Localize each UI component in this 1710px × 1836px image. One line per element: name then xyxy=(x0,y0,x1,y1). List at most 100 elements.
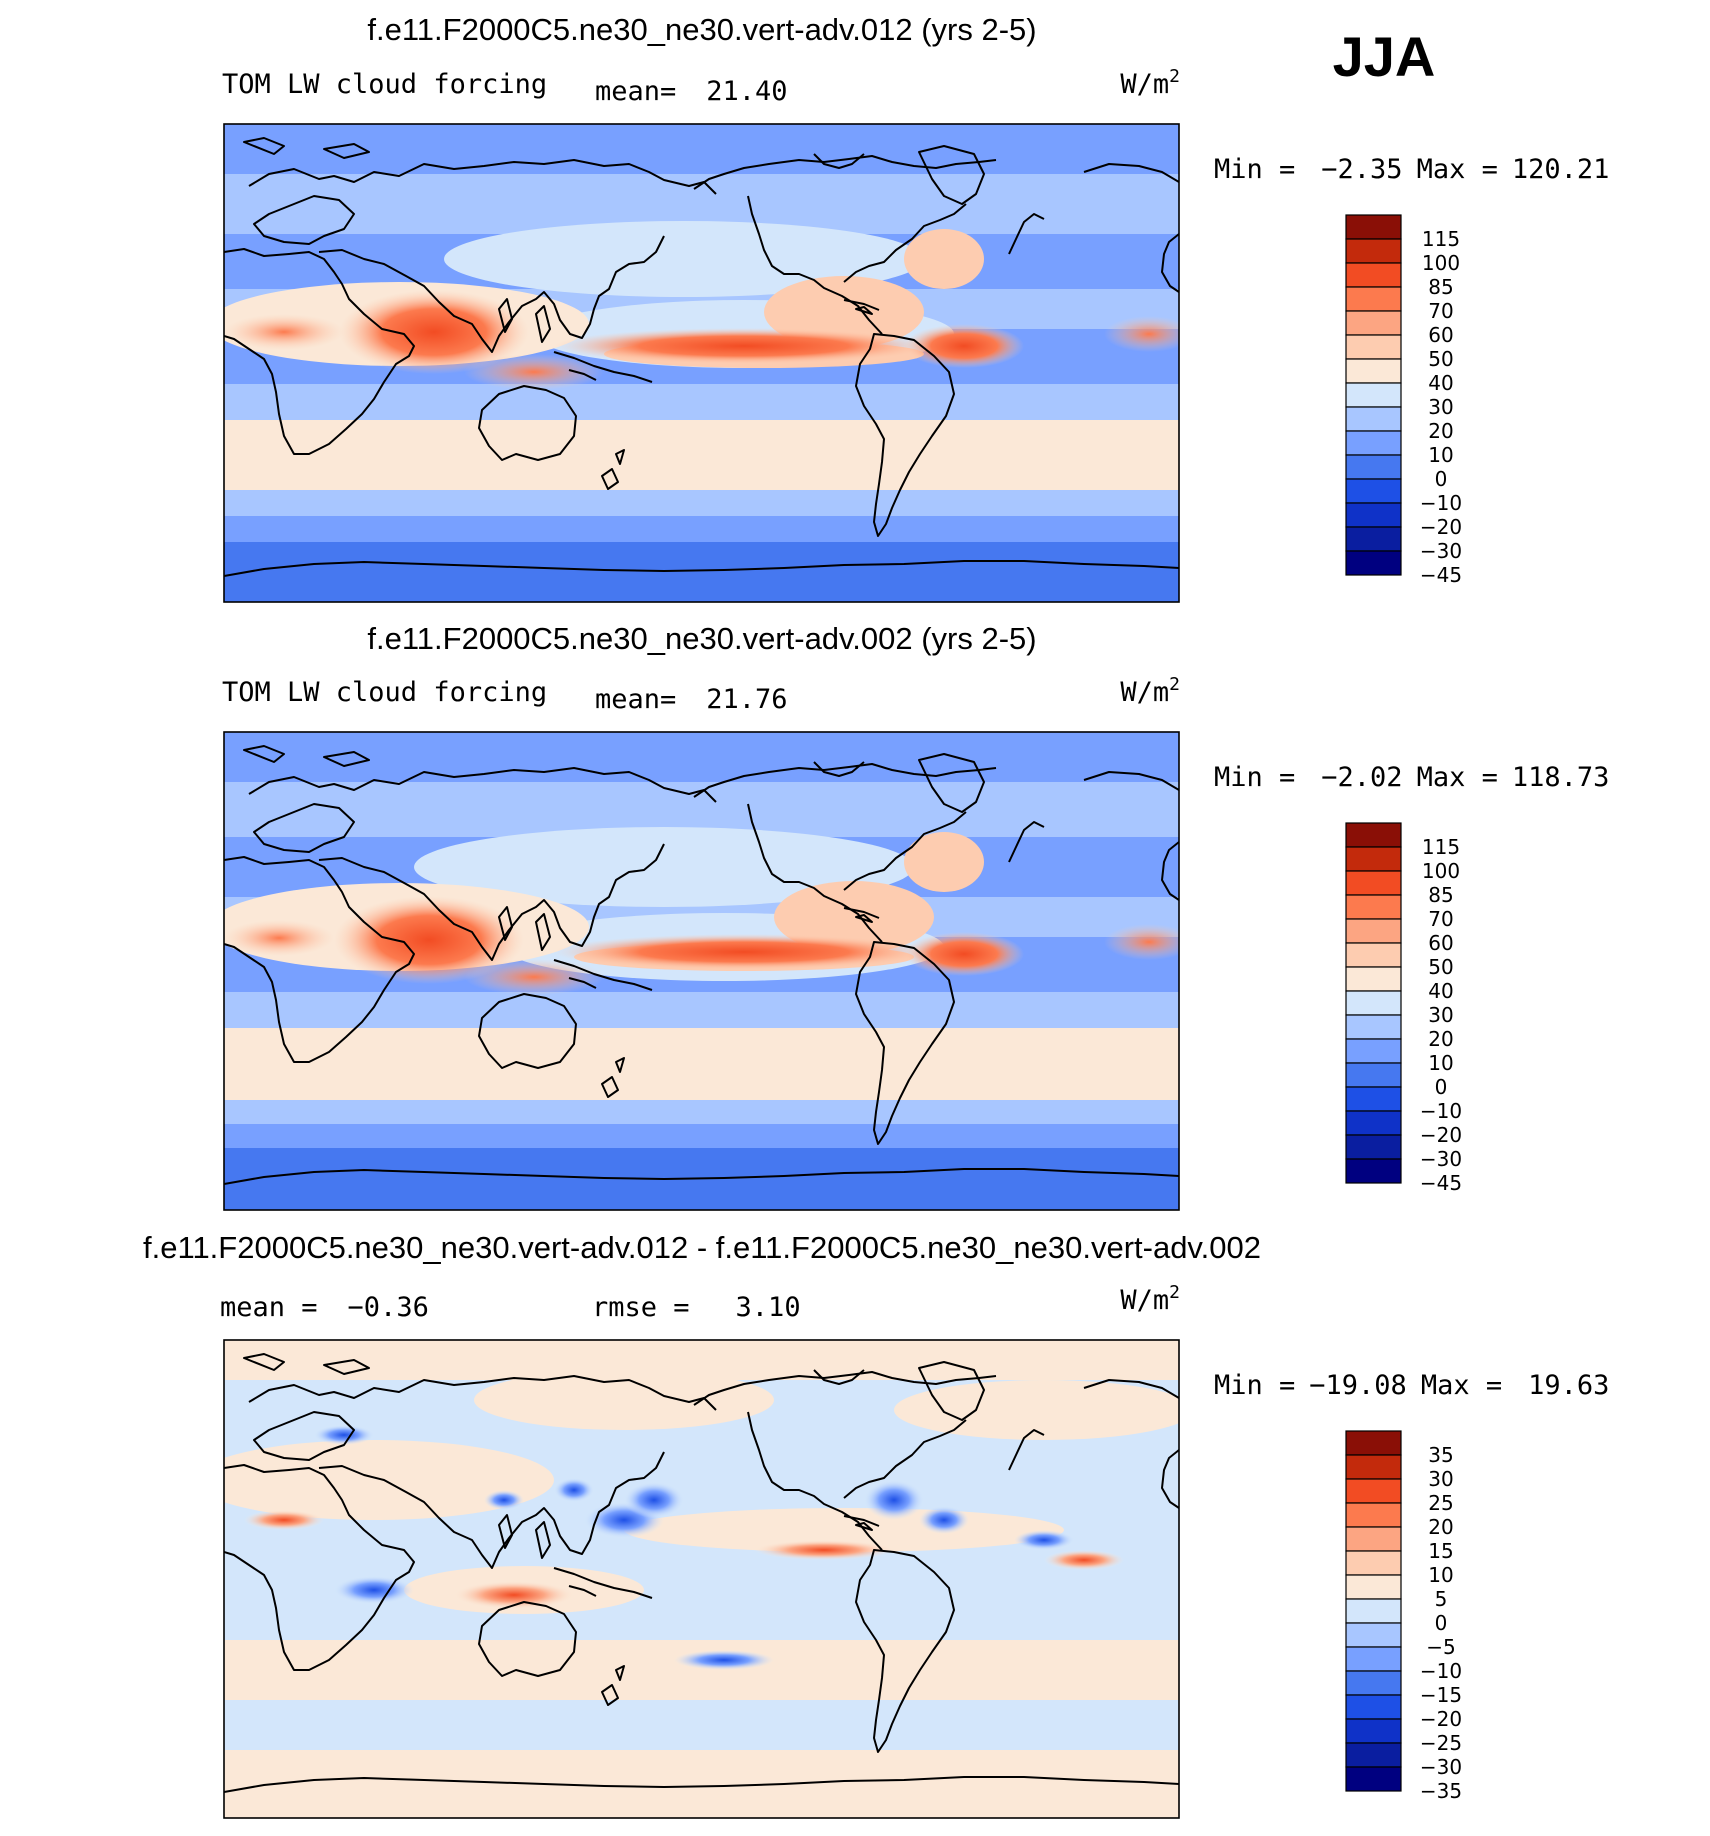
colorbar-tick-label: 20 xyxy=(1428,1515,1453,1539)
panel-2-stat1-label: mean= xyxy=(595,684,676,715)
panel-2-map xyxy=(223,731,1180,1211)
panel-1-stat1-value: 21.40 xyxy=(706,76,787,107)
colorbar-swatch xyxy=(1345,286,1402,312)
colorbar-tick-label: −20 xyxy=(1420,515,1462,539)
colorbar-tick-label: 40 xyxy=(1428,979,1453,1003)
panel-1-min-label: Min = xyxy=(1214,154,1295,185)
colorbar-swatch xyxy=(1345,262,1402,288)
colorbar-swatch xyxy=(1345,478,1402,504)
colorbar-tick-label: 115 xyxy=(1422,227,1460,251)
colorbar-tick-label: 0 xyxy=(1435,1075,1448,1099)
colorbar-tick-label: 25 xyxy=(1428,1491,1453,1515)
colorbar-swatch xyxy=(1345,1622,1402,1648)
panel-2: f.e11.F2000C5.ne30_ne30.vert-adv.002 (yr… xyxy=(222,621,1609,1211)
colorbar-tick-label: 60 xyxy=(1428,931,1453,955)
panel-3-max-label: Max = xyxy=(1421,1370,1502,1401)
colorbar-tick-label: −25 xyxy=(1420,1731,1462,1755)
panel-2-stat1-value: 21.76 xyxy=(706,684,787,715)
panel-3-stat1: mean = −0.36 xyxy=(220,1292,429,1323)
colorbar-swatch xyxy=(1345,1430,1402,1456)
colorbar-tick-label: 50 xyxy=(1428,955,1453,979)
panel-1-minmax: Min = −2.35 Max = 120.21 xyxy=(1214,154,1609,185)
colorbar-tick-label: −15 xyxy=(1420,1683,1462,1707)
colorbar-swatch xyxy=(1345,1670,1402,1696)
panel-2-units-base: W/m xyxy=(1120,677,1169,708)
colorbar-swatch xyxy=(1345,1646,1402,1672)
panel-1-min-value: −2.35 xyxy=(1321,154,1402,185)
colorbar-swatch xyxy=(1345,334,1402,360)
colorbar-tick-label: 10 xyxy=(1428,1051,1453,1075)
colorbar-swatch xyxy=(1345,526,1402,552)
colorbar-swatch xyxy=(1345,942,1402,968)
colorbar-swatch xyxy=(1345,550,1402,576)
colorbar-swatch xyxy=(1345,1454,1402,1480)
panel-3-stat1-value: −0.36 xyxy=(348,1292,429,1323)
colorbar-swatch xyxy=(1345,1086,1402,1112)
colorbar-tick-label: 10 xyxy=(1428,443,1453,467)
panel-1-max-value: 120.21 xyxy=(1512,154,1610,185)
colorbar-tick-label: 0 xyxy=(1435,467,1448,491)
colorbar-swatch xyxy=(1345,1742,1402,1768)
colorbar-tick-label: 85 xyxy=(1428,883,1453,907)
panel-1-stat1-label: mean= xyxy=(595,76,676,107)
panel-2-title: f.e11.F2000C5.ne30_ne30.vert-adv.002 (yr… xyxy=(367,621,1036,656)
colorbar-tick-label: −10 xyxy=(1420,491,1462,515)
panel-3-stat2-value: 3.10 xyxy=(736,1292,801,1323)
colorbar-swatch xyxy=(1345,1574,1402,1600)
colorbar-tick-label: 15 xyxy=(1428,1539,1453,1563)
panel-1-units: W/m2 xyxy=(1120,66,1180,100)
colorbar-swatch xyxy=(1345,1718,1402,1744)
colorbar-swatch xyxy=(1345,382,1402,408)
colorbar-tick-label: −20 xyxy=(1420,1123,1462,1147)
colorbar-swatch xyxy=(1345,1110,1402,1136)
panel-1-units-sup: 2 xyxy=(1169,66,1180,87)
colorbar-swatch xyxy=(1345,1502,1402,1528)
colorbar-swatch xyxy=(1345,966,1402,992)
colorbar-swatch xyxy=(1345,1014,1402,1040)
colorbar-tick-label: 0 xyxy=(1435,1611,1448,1635)
colorbar-swatch xyxy=(1345,870,1402,896)
colorbar-tick-label: 30 xyxy=(1428,1003,1453,1027)
colorbar-swatch xyxy=(1345,822,1402,848)
colorbar-tick-label: 10 xyxy=(1428,1563,1453,1587)
panel-2-minmax: Min = −2.02 Max = 118.73 xyxy=(1214,762,1609,793)
colorbar-tick-label: 30 xyxy=(1428,395,1453,419)
colorbar-tick-label: −10 xyxy=(1420,1659,1462,1683)
colorbar-swatch xyxy=(1345,918,1402,944)
colorbar-swatch xyxy=(1345,502,1402,528)
colorbar-swatch xyxy=(1345,406,1402,432)
colorbar-swatch xyxy=(1345,1134,1402,1160)
colorbar-tick-label: 40 xyxy=(1428,371,1453,395)
panel-2-variable: TOM LW cloud forcing xyxy=(222,677,547,708)
colorbar-tick-label: −10 xyxy=(1420,1099,1462,1123)
colorbar-swatch xyxy=(1345,1158,1402,1184)
colorbar-tick-label: 60 xyxy=(1428,323,1453,347)
colorbar-swatch xyxy=(1345,214,1402,240)
panel-1-stat1: mean= 21.40 xyxy=(595,76,788,107)
panel-2-min-label: Min = xyxy=(1214,762,1295,793)
panel-3-map xyxy=(223,1339,1180,1819)
colorbar-tick-label: −45 xyxy=(1420,563,1462,587)
colorbar-tick-label: −20 xyxy=(1420,1707,1462,1731)
panel-3-min-label: Min = xyxy=(1214,1370,1295,1401)
colorbar-tick-label: 30 xyxy=(1428,1467,1453,1491)
colorbar-tick-label: 100 xyxy=(1422,859,1460,883)
panel-1-variable: TOM LW cloud forcing xyxy=(222,69,547,100)
colorbar-swatch xyxy=(1345,358,1402,384)
panel-3: f.e11.F2000C5.ne30_ne30.vert-adv.012 - f… xyxy=(143,1230,1609,1819)
panel-3-units-sup: 2 xyxy=(1169,1282,1180,1303)
panel-3-stat1-label: mean = xyxy=(220,1292,318,1323)
colorbar-tick-label: 115 xyxy=(1422,835,1460,859)
colorbar-swatch xyxy=(1345,894,1402,920)
panel-2-max-value: 118.73 xyxy=(1512,762,1610,793)
colorbar-tick-label: −5 xyxy=(1426,1635,1455,1659)
colorbar-swatch xyxy=(1345,238,1402,264)
colorbar-swatch xyxy=(1345,1062,1402,1088)
colorbar-tick-label: 35 xyxy=(1428,1443,1453,1467)
panel-3-title: f.e11.F2000C5.ne30_ne30.vert-adv.012 - f… xyxy=(143,1230,1261,1265)
colorbar-tick-label: −30 xyxy=(1420,539,1462,563)
